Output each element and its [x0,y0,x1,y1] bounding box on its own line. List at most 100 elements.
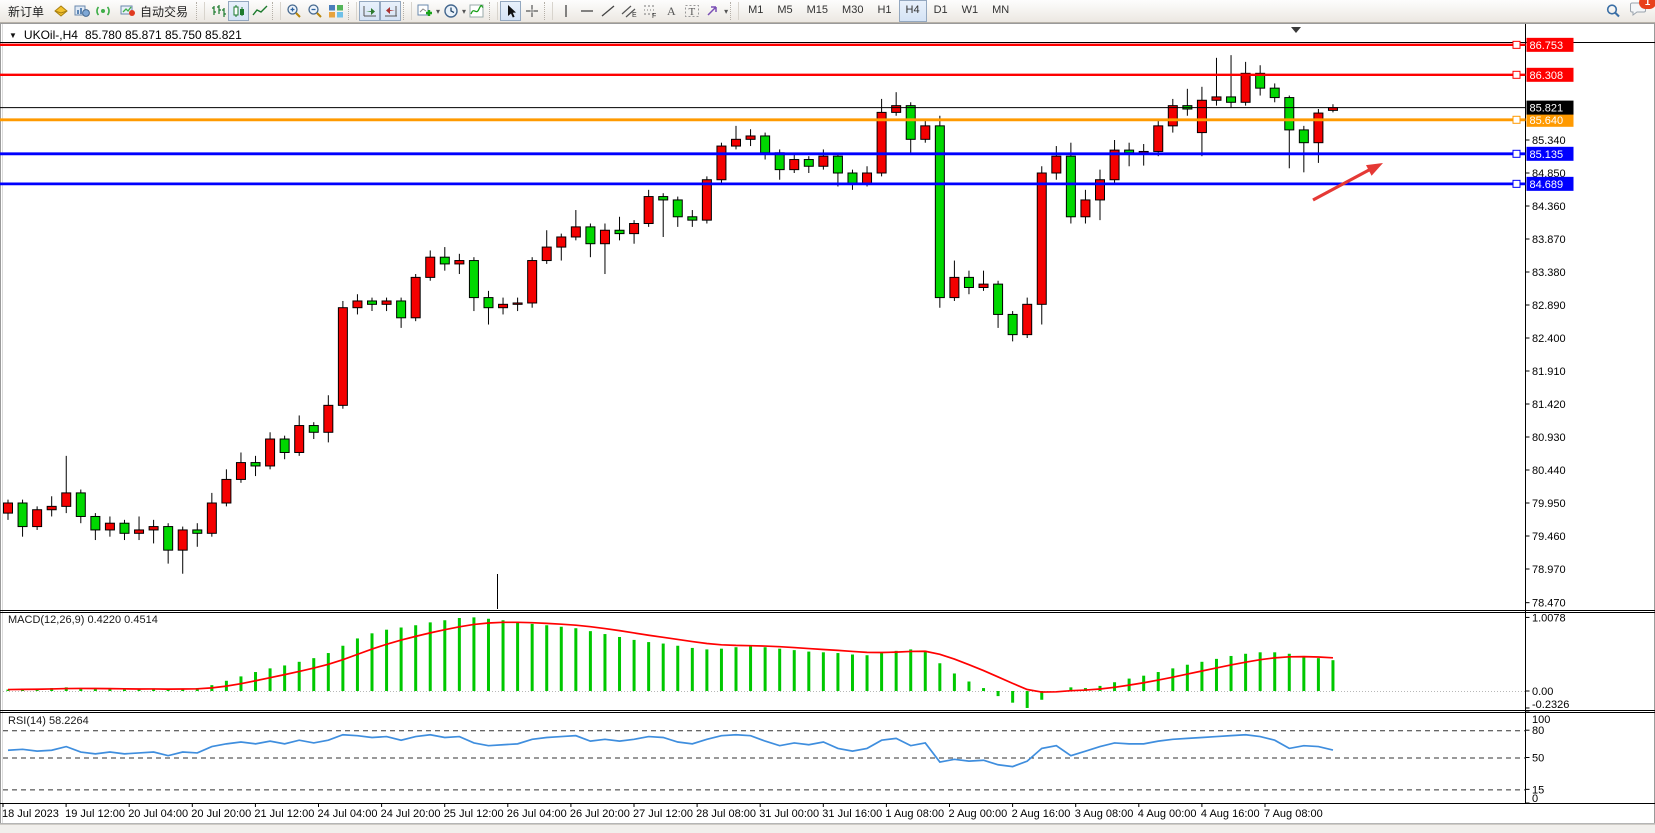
svg-text:85.340: 85.340 [1532,135,1566,147]
svg-text:20 Jul 04:00: 20 Jul 04:00 [128,808,188,820]
svg-text:18 Jul 2023: 18 Jul 2023 [2,808,59,820]
periods-clock-icon[interactable] [440,1,461,21]
svg-text:24 Jul 04:00: 24 Jul 04:00 [318,808,378,820]
trade-group: 新订单 自动交易 [2,0,194,22]
svg-text:85.821: 85.821 [1530,103,1564,115]
chart-symbol-period: UKOil-,H4 [23,28,78,42]
chevron-down-icon[interactable]: ▾ [436,6,441,16]
svg-text:20 Jul 20:00: 20 Jul 20:00 [191,808,251,820]
signals-icon[interactable] [92,1,113,21]
auto-trading-icon [119,2,137,21]
svg-text:31 Jul 16:00: 31 Jul 16:00 [822,808,882,820]
toolbar-separator [489,2,499,20]
toolbar-right: 1 [1602,0,1655,22]
arrows-tool-icon[interactable] [702,1,723,21]
svg-text:85.640: 85.640 [1530,115,1564,127]
equidistant-channel-icon[interactable]: E [618,1,639,21]
candlestick-chart-icon[interactable] [228,1,250,21]
chart-type-group [207,0,270,22]
crosshair-icon[interactable] [521,1,542,21]
chart-title: ▼ UKOil-,H4 85.780 85.871 85.750 85.821 [9,28,242,42]
svg-text:82.890: 82.890 [1532,300,1566,312]
svg-text:2 Aug 00:00: 2 Aug 00:00 [949,808,1008,820]
search-icon[interactable] [1602,1,1623,21]
svg-text:79.950: 79.950 [1532,498,1566,510]
svg-text:24 Jul 20:00: 24 Jul 20:00 [381,808,441,820]
trendline-icon[interactable] [597,1,618,21]
timeframe-m1[interactable]: M1 [748,4,764,16]
svg-text:19 Jul 12:00: 19 Jul 12:00 [65,808,125,820]
drawing-tools-group: E F A T ▾ [555,0,728,22]
svg-text:84.689: 84.689 [1530,179,1564,191]
pointer-group [500,0,542,22]
svg-text:83.870: 83.870 [1532,234,1566,246]
horizontal-line-icon[interactable] [576,1,597,21]
chevron-down-icon[interactable]: ▾ [462,6,467,16]
fibonacci-icon[interactable]: F [639,1,660,21]
new-chart-icon[interactable] [414,1,435,21]
svg-text:86.308: 86.308 [1530,70,1564,82]
notifications-chat-icon[interactable]: 1 [1629,0,1655,22]
line-chart-icon[interactable] [249,1,270,21]
toolbar-separator [348,2,358,20]
vertical-line-icon[interactable] [555,1,576,21]
new-order-button[interactable]: 新订单 [2,1,50,21]
svg-text:2 Aug 16:00: 2 Aug 16:00 [1012,808,1071,820]
auto-trading-label: 自动交易 [140,4,189,19]
svg-text:25 Jul 12:00: 25 Jul 12:00 [444,808,504,820]
svg-text:4 Aug 16:00: 4 Aug 16:00 [1201,808,1260,820]
svg-text:78.470: 78.470 [1532,598,1566,610]
toolbar-separator [730,2,740,20]
main-toolbar: 新订单 自动交易 [0,0,1655,23]
zoom-out-icon[interactable] [304,1,325,21]
svg-text:26 Jul 04:00: 26 Jul 04:00 [507,808,567,820]
timeframe-m5[interactable]: M5 [777,4,793,16]
toolbar-separator [272,2,282,20]
svg-text:85.135: 85.135 [1530,149,1564,161]
svg-text:80.440: 80.440 [1532,465,1566,477]
svg-text:7 Aug 08:00: 7 Aug 08:00 [1264,808,1323,820]
timeframe-h1[interactable]: H1 [877,4,892,16]
timeframe-m30[interactable]: M30 [842,4,864,16]
svg-text:-0.2326: -0.2326 [1532,699,1569,711]
svg-text:27 Jul 12:00: 27 Jul 12:00 [633,808,693,820]
indicators-icon[interactable] [466,1,487,21]
timeframe-d1[interactable]: D1 [933,4,948,16]
text-icon[interactable]: A [660,1,681,21]
insert-group: ▾ ▾ [414,0,487,22]
chevron-down-icon[interactable]: ▾ [724,6,729,16]
svg-text:84.360: 84.360 [1532,201,1566,213]
collapse-triangle-icon[interactable]: ▼ [9,30,17,40]
bar-chart-icon[interactable] [207,1,228,21]
svg-text:4 Aug 00:00: 4 Aug 00:00 [1138,808,1197,820]
tile-windows-icon[interactable] [325,1,346,21]
zoom-in-icon[interactable] [283,1,304,21]
auto-scroll-icon[interactable] [359,1,381,21]
svg-text:83.380: 83.380 [1532,267,1566,279]
toolbar-separator [403,2,413,20]
timeframe-w1[interactable]: W1 [961,4,979,16]
svg-text:82.400: 82.400 [1532,333,1566,345]
svg-text:0: 0 [1532,793,1538,805]
svg-text:A: A [667,4,676,18]
svg-text:81.420: 81.420 [1532,399,1566,411]
svg-text:81.910: 81.910 [1532,366,1566,378]
svg-text:31 Jul 00:00: 31 Jul 00:00 [759,808,819,820]
timeframe-mn[interactable]: MN [992,4,1010,16]
svg-text:80.930: 80.930 [1532,432,1566,444]
auto-trading-button[interactable]: 自动交易 [113,1,194,21]
svg-text:79.460: 79.460 [1532,531,1566,543]
package-icon[interactable] [50,1,71,21]
chart-shift-icon[interactable] [380,1,402,21]
terminal-icon[interactable] [71,1,92,21]
macd-indicator-label: MACD(12,26,9) 0.4220 0.4514 [8,614,158,626]
text-label-icon[interactable]: T [681,1,702,21]
timeframe-m15[interactable]: M15 [806,4,829,16]
svg-text:100: 100 [1532,714,1550,726]
cursor-icon[interactable] [500,1,522,21]
svg-text:28 Jul 08:00: 28 Jul 08:00 [696,808,756,820]
timeframe-h4[interactable]: H4 [898,0,927,22]
svg-text:0.00: 0.00 [1532,686,1553,698]
